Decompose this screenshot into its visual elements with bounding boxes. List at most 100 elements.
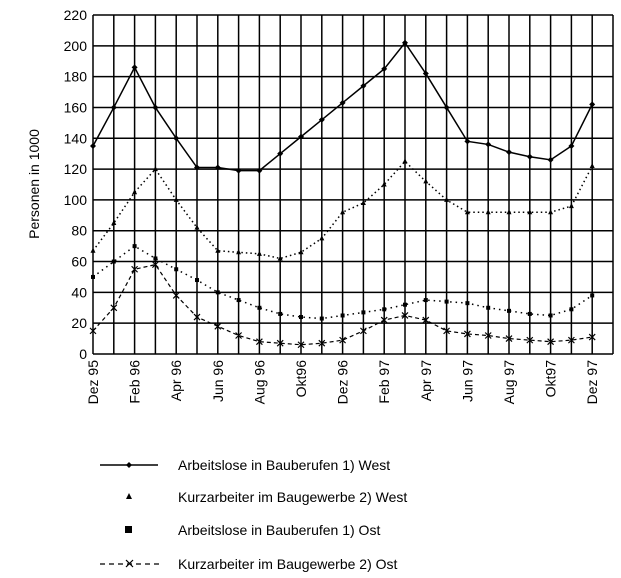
data-point <box>422 70 429 77</box>
data-point <box>443 327 451 335</box>
y-tick-label: 120 <box>64 161 88 177</box>
data-point <box>569 307 574 312</box>
data-point <box>277 255 283 261</box>
y-tick-label: 220 <box>64 7 88 23</box>
data-point <box>589 101 596 108</box>
data-point <box>111 259 116 264</box>
data-point <box>235 167 242 174</box>
data-point <box>484 332 492 339</box>
data-point <box>215 290 220 295</box>
data-point <box>568 142 575 149</box>
x-tick-label: Okt97 <box>543 360 559 398</box>
data-point <box>403 302 407 307</box>
data-point <box>111 220 117 226</box>
x-tick-label: Jun 96 <box>210 360 226 402</box>
data-point <box>195 278 199 283</box>
data-point <box>131 265 139 273</box>
legend: Arbeitslose in Bauberufen 1) West Kurzarb… <box>100 457 407 572</box>
legend-marker <box>125 559 134 568</box>
data-point <box>173 135 180 142</box>
data-point <box>110 304 118 312</box>
legend-item: Arbeitslose in Bauberufen 1) West <box>100 457 390 473</box>
data-point <box>319 235 325 241</box>
y-tick-label: 0 <box>79 346 87 362</box>
x-tick-label: Okt96 <box>293 360 309 398</box>
data-point <box>236 298 241 303</box>
legend-marker <box>125 526 132 533</box>
data-point <box>547 338 555 346</box>
legend-marker <box>126 462 132 468</box>
data-point <box>235 332 243 339</box>
legend-label: Arbeitslose in Bauberufen 1) Ost <box>178 522 380 538</box>
data-point <box>339 99 346 106</box>
data-point <box>402 158 408 164</box>
data-point <box>464 209 470 215</box>
data-point <box>215 247 221 253</box>
data-point <box>89 327 97 335</box>
data-point <box>506 149 512 156</box>
data-point <box>505 335 513 343</box>
data-point <box>193 313 201 321</box>
data-point <box>214 322 222 330</box>
data-point <box>256 167 263 174</box>
data-point <box>152 166 158 172</box>
x-tick-label: Aug 96 <box>251 360 267 405</box>
data-point <box>153 256 158 261</box>
data-point <box>381 181 387 187</box>
legend-item: Kurzarbeiter im Baugewerbe 2) Ost <box>100 556 398 572</box>
data-point <box>444 196 450 202</box>
data-point <box>568 203 574 209</box>
data-point <box>588 333 596 341</box>
data-point <box>526 153 533 160</box>
legend-marker <box>126 493 132 499</box>
data-point <box>278 311 283 316</box>
x-tick-label: Dez 95 <box>85 360 101 405</box>
data-point <box>257 305 262 310</box>
data-point <box>486 305 491 310</box>
data-point <box>506 209 512 215</box>
legend-item: Arbeitslose in Bauberufen 1) Ost <box>125 522 380 538</box>
data-point <box>485 209 491 215</box>
data-point <box>318 116 325 123</box>
data-point <box>527 209 533 215</box>
data-point <box>90 247 96 253</box>
data-point <box>464 138 471 145</box>
data-point <box>444 299 449 304</box>
y-tick-label: 180 <box>64 69 88 85</box>
data-point <box>298 249 304 255</box>
data-point <box>485 141 492 148</box>
data-point <box>567 336 575 344</box>
data-point <box>402 39 408 46</box>
data-point <box>361 310 366 315</box>
y-tick-label: 100 <box>64 192 88 208</box>
data-point <box>381 65 388 72</box>
legend-label: Kurzarbeiter im Baugewerbe 2) Ost <box>178 556 398 572</box>
data-point <box>526 336 534 344</box>
y-tick-label: 40 <box>71 284 87 300</box>
grid <box>92 14 614 355</box>
data-point <box>151 261 159 269</box>
data-point <box>401 312 409 319</box>
x-tick-label: Feb 96 <box>127 360 143 404</box>
data-point <box>548 313 553 318</box>
data-point <box>527 311 532 316</box>
data-point <box>589 163 595 169</box>
data-point <box>131 64 138 71</box>
series-layer <box>89 39 596 349</box>
data-point <box>590 293 595 298</box>
legend-item: Kurzarbeiter im Baugewerbe 2) West <box>126 489 407 505</box>
data-point <box>318 339 326 347</box>
data-point <box>319 316 324 321</box>
x-tick-labels: Dez 95 Feb 96 Apr 96 Jun 96 Aug 96 Okt96 Dez 9… <box>85 360 600 405</box>
data-point <box>297 341 305 349</box>
data-point <box>132 189 138 195</box>
data-point <box>194 164 200 171</box>
data-point <box>360 82 367 89</box>
data-point <box>173 196 179 202</box>
data-point <box>194 224 200 230</box>
y-axis-label: Personen in 1000 <box>26 129 42 239</box>
data-point <box>90 142 96 149</box>
data-point <box>339 336 347 344</box>
x-tick-label: Feb 97 <box>376 360 392 404</box>
